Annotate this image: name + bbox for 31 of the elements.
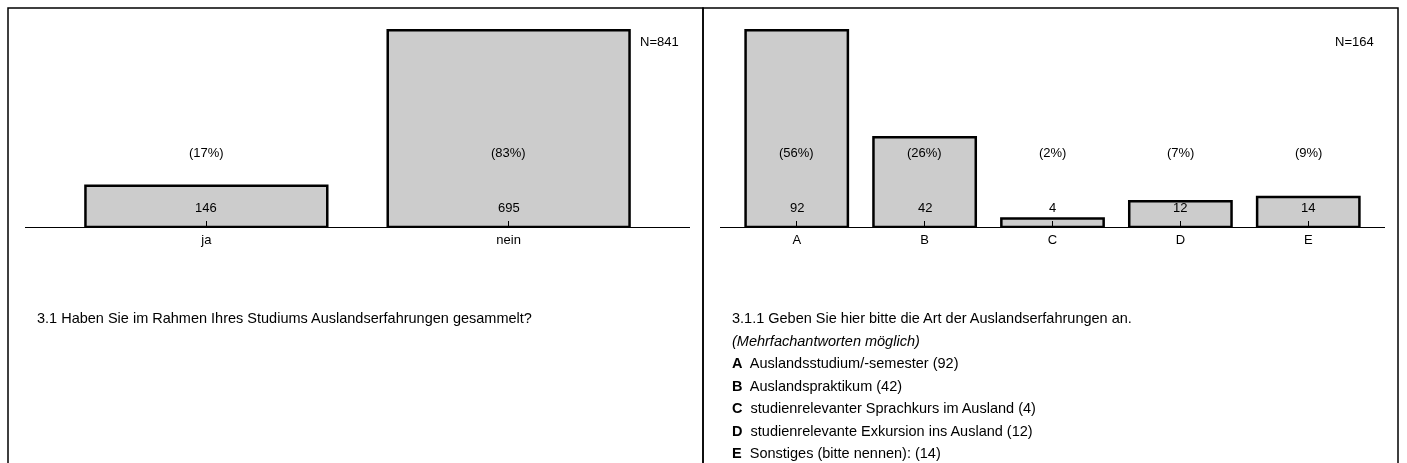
data-label: 146 [195,200,217,215]
data-label: 12 [1173,200,1188,215]
annotation: N=164 [1335,34,1374,49]
data-label: 42 [918,200,933,215]
text: (Mehrfachantworten möglich) [732,333,920,349]
x-tick-label: nein [496,231,521,247]
annotation: (2%) [1039,145,1067,160]
annotation: (7%) [1167,145,1195,160]
text: D studienrelevante Exkursion ins Ausland (12) [732,423,1033,439]
x-tick-label: E [1303,231,1313,247]
x-tick-label: D [1175,231,1186,247]
text: A Auslandsstudium/-semester (92) [732,355,959,371]
x-tick-label: A [792,231,802,247]
annotation: (17%) [189,145,224,160]
data-label: 695 [498,200,520,215]
x-tick-label: C [1047,231,1058,247]
annotation: (83%) [491,145,526,160]
annotation: (56%) [779,145,814,160]
x-tick-label: ja [200,231,213,247]
data-label: 92 [790,200,805,215]
text: B Auslandspraktikum (42) [732,378,903,394]
text: E Sonstiges (bitte nennen): (14) [732,445,941,461]
x-axis-title: 3.1.1 Geben Sie hier bitte die Art der Auslandserfahrungen an. [732,310,1132,326]
data-label: 4 [1049,200,1057,215]
x-tick-label: B [920,231,929,247]
x-axis-title: 3.1 Haben Sie im Rahmen Ihres Studiums Auslandserfahrungen gesammelt? [37,310,532,326]
text: C studienrelevanter Sprachkurs im Ausland (4) [732,400,1036,416]
data-label: 14 [1301,200,1316,215]
annotation: N=841 [640,34,679,49]
annotation: (26%) [907,145,942,160]
annotation: (9%) [1295,145,1323,160]
